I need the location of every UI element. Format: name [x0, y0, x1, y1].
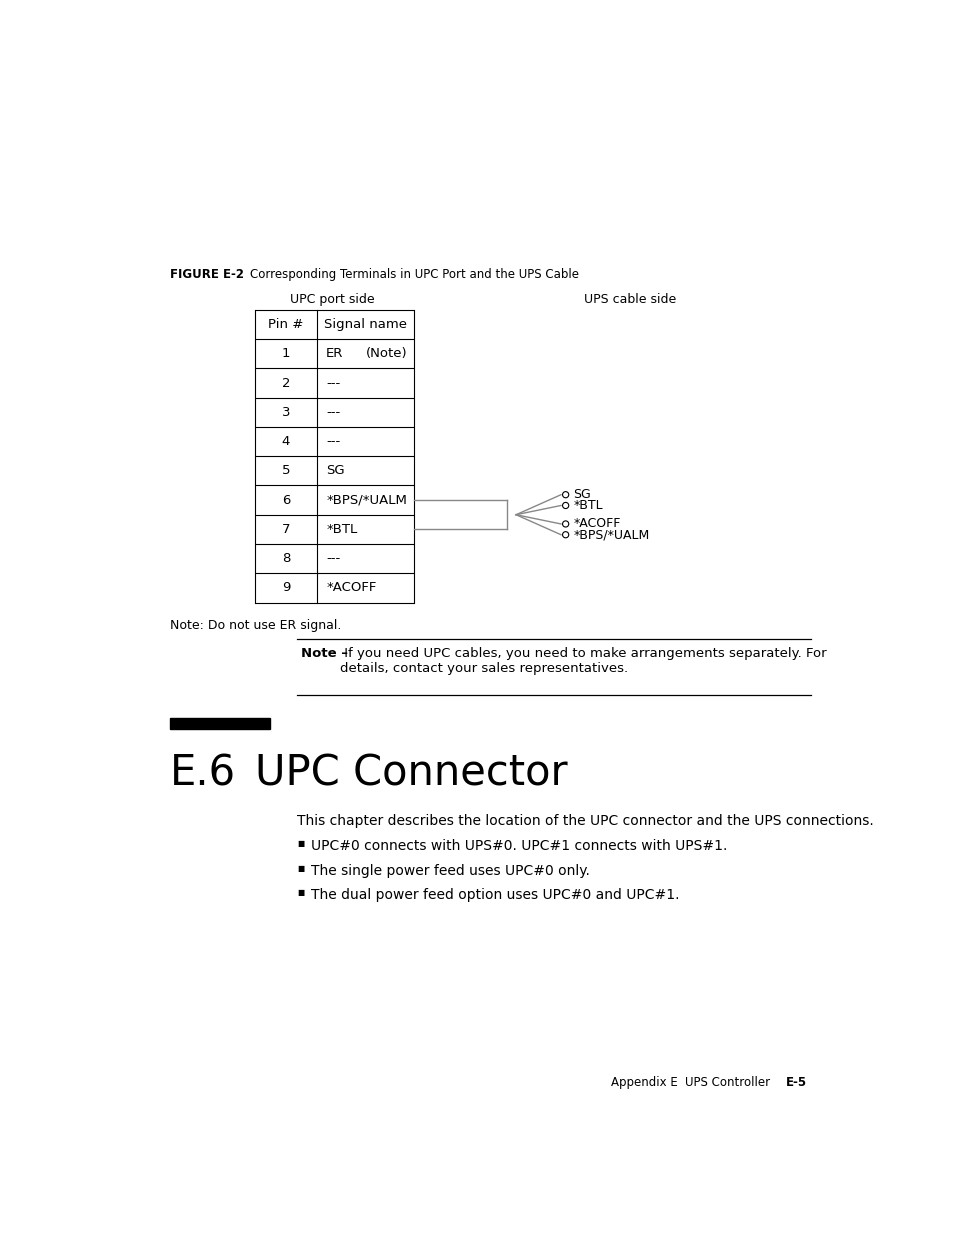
Text: UPC port side: UPC port side [290, 293, 374, 306]
Text: UPC Connector: UPC Connector [254, 752, 567, 794]
Circle shape [562, 521, 568, 527]
Text: ---: --- [326, 435, 340, 448]
Text: Note –: Note – [301, 647, 348, 661]
Text: ER: ER [326, 347, 343, 361]
Text: ---: --- [326, 552, 340, 566]
Text: This chapter describes the location of the UPC connector and the UPS connections: This chapter describes the location of t… [297, 814, 873, 829]
Text: *BPS/*UALM: *BPS/*UALM [326, 494, 407, 506]
Text: E.6: E.6 [170, 752, 235, 794]
Text: 1: 1 [281, 347, 290, 361]
Text: 4: 4 [281, 435, 290, 448]
Text: SG: SG [573, 488, 591, 501]
Text: FIGURE E-2: FIGURE E-2 [170, 268, 243, 280]
Text: SG: SG [326, 464, 344, 478]
Text: 2: 2 [281, 377, 290, 389]
Text: *BTL: *BTL [573, 499, 602, 513]
Text: 9: 9 [281, 582, 290, 594]
Text: The single power feed uses UPC#0 only.: The single power feed uses UPC#0 only. [311, 863, 590, 878]
Text: Note: Do not use ER signal.: Note: Do not use ER signal. [170, 620, 340, 632]
Text: *ACOFF: *ACOFF [326, 582, 376, 594]
Text: UPS cable side: UPS cable side [583, 293, 676, 306]
Text: 6: 6 [281, 494, 290, 506]
Circle shape [562, 531, 568, 537]
Text: ---: --- [326, 406, 340, 419]
Text: *BTL: *BTL [326, 522, 357, 536]
Circle shape [562, 503, 568, 509]
Text: ■: ■ [297, 888, 304, 897]
Text: E-5: E-5 [785, 1076, 806, 1089]
Text: 5: 5 [281, 464, 290, 478]
Text: Corresponding Terminals in UPC Port and the UPS Cable: Corresponding Terminals in UPC Port and … [235, 268, 578, 280]
Text: (Note): (Note) [366, 347, 407, 361]
Bar [170, 718, 270, 729]
Text: Appendix E: Appendix E [611, 1076, 678, 1089]
Text: The dual power feed option uses UPC#0 and UPC#1.: The dual power feed option uses UPC#0 an… [311, 888, 679, 903]
Circle shape [562, 492, 568, 498]
Text: ■: ■ [297, 863, 304, 873]
Text: If you need UPC cables, you need to make arrangements separately. For
details, c: If you need UPC cables, you need to make… [340, 647, 826, 676]
Text: *BPS/*UALM: *BPS/*UALM [573, 529, 649, 541]
Text: *ACOFF: *ACOFF [573, 517, 620, 531]
Text: Signal name: Signal name [323, 319, 406, 331]
Text: ---: --- [326, 377, 340, 389]
Text: UPS Controller: UPS Controller [684, 1076, 769, 1089]
Text: 7: 7 [281, 522, 290, 536]
Text: UPC#0 connects with UPS#0. UPC#1 connects with UPS#1.: UPC#0 connects with UPS#0. UPC#1 connect… [311, 839, 727, 853]
Text: 3: 3 [281, 406, 290, 419]
Text: ■: ■ [297, 839, 304, 848]
Text: 8: 8 [281, 552, 290, 566]
Text: Pin #: Pin # [268, 319, 303, 331]
